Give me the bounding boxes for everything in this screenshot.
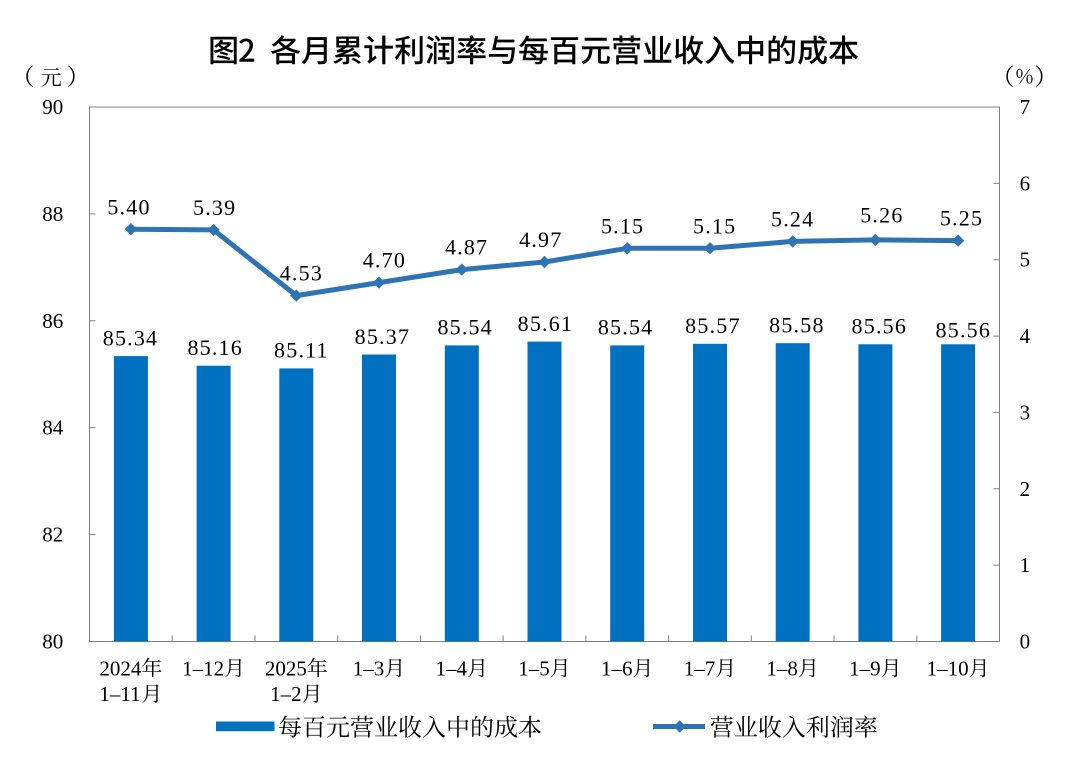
svg-text:4.70: 4.70 xyxy=(363,248,406,273)
svg-text:5.26: 5.26 xyxy=(860,203,903,228)
svg-text:5: 5 xyxy=(1020,248,1031,272)
svg-text:5.24: 5.24 xyxy=(771,207,814,232)
svg-text:85.16: 85.16 xyxy=(187,335,243,360)
svg-text:82: 82 xyxy=(42,523,63,547)
svg-text:2: 2 xyxy=(1020,477,1031,501)
svg-text:3: 3 xyxy=(1020,400,1031,424)
svg-text:85.58: 85.58 xyxy=(769,313,825,338)
svg-text:85.37: 85.37 xyxy=(355,324,411,349)
svg-text:5.15: 5.15 xyxy=(693,213,736,238)
svg-text:85.34: 85.34 xyxy=(103,325,159,350)
svg-text:1–5: 1–5 xyxy=(518,657,550,681)
svg-text:5.25: 5.25 xyxy=(940,206,983,231)
svg-text:1–7: 1–7 xyxy=(684,657,716,681)
svg-text:1–10: 1–10 xyxy=(927,657,969,681)
svg-text:1–11: 1–11 xyxy=(99,682,140,706)
svg-text:2025: 2025 xyxy=(265,657,307,681)
svg-text:4.87: 4.87 xyxy=(445,235,488,260)
svg-text:85.56: 85.56 xyxy=(936,318,992,343)
svg-text:1–9: 1–9 xyxy=(849,657,881,681)
svg-text:4: 4 xyxy=(1020,324,1031,348)
svg-text:90: 90 xyxy=(42,95,63,119)
svg-text:1–8: 1–8 xyxy=(766,657,798,681)
svg-text:1–4: 1–4 xyxy=(436,657,468,681)
svg-text:85.57: 85.57 xyxy=(685,313,741,338)
svg-text:1–2: 1–2 xyxy=(270,682,302,706)
svg-text:85.61: 85.61 xyxy=(518,311,574,336)
svg-text:86: 86 xyxy=(42,309,63,333)
svg-text:4.53: 4.53 xyxy=(280,261,323,286)
svg-text:6: 6 xyxy=(1020,171,1031,195)
svg-text:1–3: 1–3 xyxy=(353,657,385,681)
svg-text:85.11: 85.11 xyxy=(274,338,329,363)
svg-text:5.39: 5.39 xyxy=(193,195,236,220)
svg-text:85.56: 85.56 xyxy=(852,314,908,339)
svg-text:2024: 2024 xyxy=(99,657,142,681)
svg-text:85.54: 85.54 xyxy=(598,315,654,340)
svg-text:1–6: 1–6 xyxy=(601,657,633,681)
svg-text:1–12: 1–12 xyxy=(182,657,224,681)
svg-text:0: 0 xyxy=(1020,630,1031,654)
svg-text:7: 7 xyxy=(1020,95,1031,119)
svg-text:84: 84 xyxy=(42,416,64,440)
svg-text:4.97: 4.97 xyxy=(519,227,562,252)
svg-text:1: 1 xyxy=(1020,553,1031,577)
svg-text:5.40: 5.40 xyxy=(107,194,150,219)
svg-text:80: 80 xyxy=(42,630,63,654)
svg-text:5.15: 5.15 xyxy=(601,213,644,238)
svg-text:88: 88 xyxy=(42,202,63,226)
svg-text:85.54: 85.54 xyxy=(437,315,493,340)
